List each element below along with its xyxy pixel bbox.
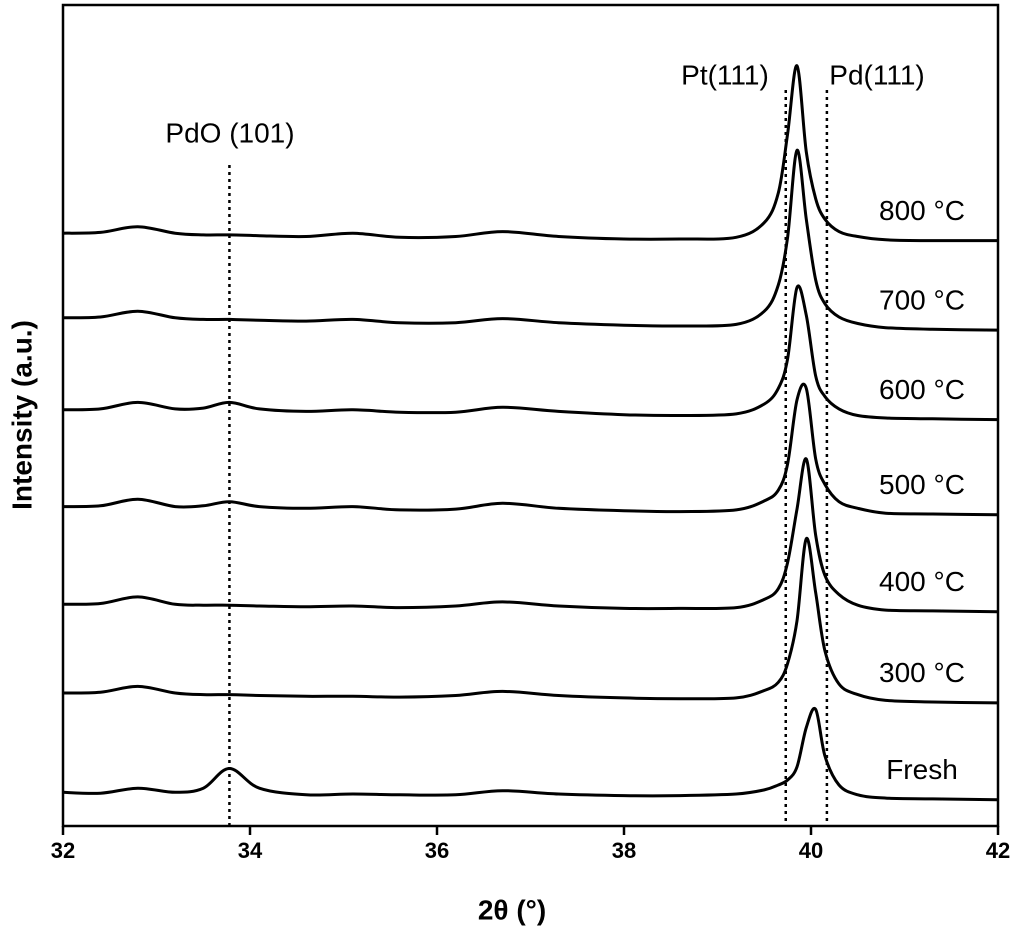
- series-label: 400 °C: [879, 566, 965, 597]
- annotation: PdO (101): [165, 117, 294, 148]
- series-line: [62, 382, 999, 517]
- x-tick-label: 34: [238, 838, 263, 863]
- series-label: 800 °C: [879, 195, 965, 226]
- plot-frame: [61, 3, 1000, 828]
- series-line: [62, 457, 999, 614]
- series-line: [62, 284, 999, 422]
- series-line: [62, 537, 999, 705]
- annotation: Pt(111): [681, 59, 769, 90]
- x-tick-label: 40: [799, 838, 823, 863]
- series-label: 500 °C: [879, 469, 965, 500]
- series-label: 600 °C: [879, 374, 965, 405]
- series-label: 300 °C: [879, 657, 965, 688]
- x-tick-label: 36: [425, 838, 449, 863]
- series-line: [62, 64, 999, 243]
- y-axis-label: Intensity (a.u.): [6, 320, 37, 510]
- annotation: Pd(111): [829, 59, 924, 90]
- series-line: [62, 706, 999, 802]
- x-tick-label: 32: [51, 838, 75, 863]
- x-tick-label: 38: [612, 838, 636, 863]
- x-axis-label: 2θ (°): [478, 894, 546, 925]
- series-label: 700 °C: [879, 285, 965, 316]
- series-line: [62, 148, 999, 332]
- x-tick-label: 42: [986, 838, 1010, 863]
- series-label: Fresh: [886, 754, 958, 785]
